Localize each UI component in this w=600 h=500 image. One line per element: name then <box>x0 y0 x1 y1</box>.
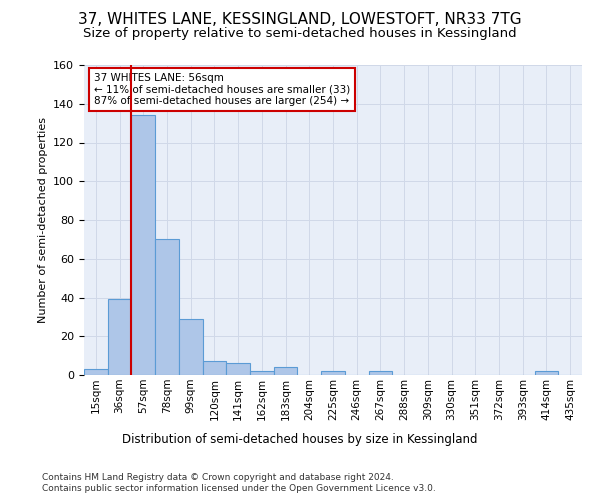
Text: 37 WHITES LANE: 56sqm
← 11% of semi-detached houses are smaller (33)
87% of semi: 37 WHITES LANE: 56sqm ← 11% of semi-deta… <box>94 72 350 106</box>
Text: 37, WHITES LANE, KESSINGLAND, LOWESTOFT, NR33 7TG: 37, WHITES LANE, KESSINGLAND, LOWESTOFT,… <box>78 12 522 28</box>
Text: Contains HM Land Registry data © Crown copyright and database right 2024.: Contains HM Land Registry data © Crown c… <box>42 472 394 482</box>
Bar <box>131 116 155 375</box>
Y-axis label: Number of semi-detached properties: Number of semi-detached properties <box>38 117 47 323</box>
Bar <box>250 371 274 375</box>
Text: Contains public sector information licensed under the Open Government Licence v3: Contains public sector information licen… <box>42 484 436 493</box>
Bar <box>274 367 298 375</box>
Bar <box>321 371 345 375</box>
Bar <box>535 371 558 375</box>
Bar <box>368 371 392 375</box>
Text: Distribution of semi-detached houses by size in Kessingland: Distribution of semi-detached houses by … <box>122 432 478 446</box>
Bar <box>226 364 250 375</box>
Text: Size of property relative to semi-detached houses in Kessingland: Size of property relative to semi-detach… <box>83 28 517 40</box>
Bar <box>179 319 203 375</box>
Bar <box>108 300 131 375</box>
Bar <box>84 369 108 375</box>
Bar <box>155 240 179 375</box>
Bar <box>203 362 226 375</box>
